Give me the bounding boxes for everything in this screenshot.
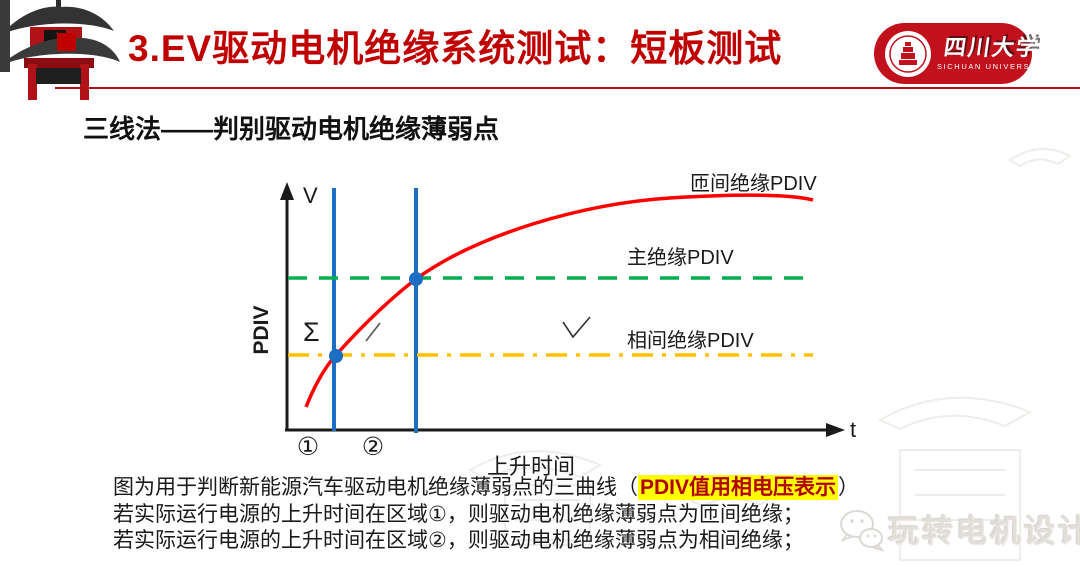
turn-insulation-curve [304,193,814,408]
intersection-marker-2 [409,272,423,286]
three-line-pdiv-chart-canvas: V t PDIV Σ 匝间绝缘PDIV 主绝缘PDIV 相间绝缘PDIV ① ②… [250,172,856,479]
channel-watermark: 玩转电机设计 [888,514,1080,549]
region-label-1: ① [297,433,319,461]
y-axis-unit: V [303,183,318,208]
region-label-2: ② [362,433,384,461]
slash-annotation [365,322,381,342]
y-axis-label: PDIV [250,305,273,354]
sigma-annotation: Σ [303,317,320,347]
turn-insulation-label: 匝间绝缘PDIV [690,172,817,195]
header: 3.EV驱动电机绝缘系统测试：短板测试 四川大学 SICHUAN UNIVERS… [0,0,1080,100]
y-axis-arrow [280,182,294,200]
figure-explanation: 图为用于判断新能源汽车驱动电机绝缘薄弱点的三曲线（PDIV值用相电压表示） 若实… [113,475,859,555]
page-title: 3.EV驱动电机绝缘系统测试：短板测试 [128,28,783,69]
title-bullet [57,33,76,51]
sichuan-university-logo: 四川大学 SICHUAN UNIVERSITY [874,23,1045,84]
check-annotation [562,316,591,339]
x-axis-arrow [826,423,845,437]
phase-insulation-label: 相间绝缘PDIV [627,329,754,352]
line1-highlight: PDIV值用相电压表示 [638,475,839,500]
header-divider [55,87,1080,89]
wechat-icon [840,510,885,552]
line1-suffix: ） [838,476,860,499]
explanation-line-2: 若实际运行电源的上升时间在区域①，则驱动电机绝缘薄弱点为匝间绝缘； [113,502,804,526]
logo-chinese-name: 四川大学 [942,34,1042,60]
intersection-marker-1 [329,349,343,363]
main-insulation-label: 主绝缘PDIV [627,246,734,269]
section-subtitle: 三线法——判别驱动电机绝缘薄弱点 [83,114,500,144]
explanation-line-1: 图为用于判断新能源汽车驱动电机绝缘薄弱点的三曲线（PDIV值用相电压表示） [113,475,859,502]
x-axis-caption: 上升时间 [487,454,575,479]
explanation-line-3: 若实际运行电源的上升时间在区域②，则驱动电机绝缘薄弱点为相间绝缘； [113,529,804,552]
logo-english-name: SICHUAN UNIVERSITY [937,61,1047,71]
x-axis-symbol: t [850,417,856,442]
university-seal-icon [885,30,931,77]
line1-prefix: 图为用于判断新能源汽车驱动电机绝缘薄弱点的三曲线（ [113,476,638,499]
